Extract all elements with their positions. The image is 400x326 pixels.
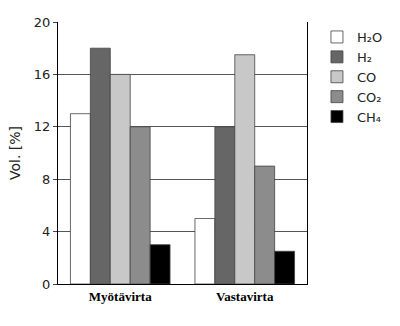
svg-text:H₂O: H₂O xyxy=(357,30,382,45)
svg-text:CO₂: CO₂ xyxy=(357,90,382,105)
svg-text:CO: CO xyxy=(357,70,376,85)
svg-text:0: 0 xyxy=(42,277,50,292)
svg-text:Vol. [%]: Vol. [%] xyxy=(7,126,23,180)
svg-text:16: 16 xyxy=(34,67,51,82)
svg-text:Myötävirta: Myötävirta xyxy=(89,289,152,304)
svg-text:Vastavirta: Vastavirta xyxy=(216,289,274,304)
svg-text:8: 8 xyxy=(42,172,50,187)
svg-text:4: 4 xyxy=(42,224,50,239)
svg-text:H₂: H₂ xyxy=(357,50,372,65)
svg-text:20: 20 xyxy=(34,15,51,30)
svg-text:CH₄: CH₄ xyxy=(357,110,381,125)
svg-text:12: 12 xyxy=(34,119,51,134)
